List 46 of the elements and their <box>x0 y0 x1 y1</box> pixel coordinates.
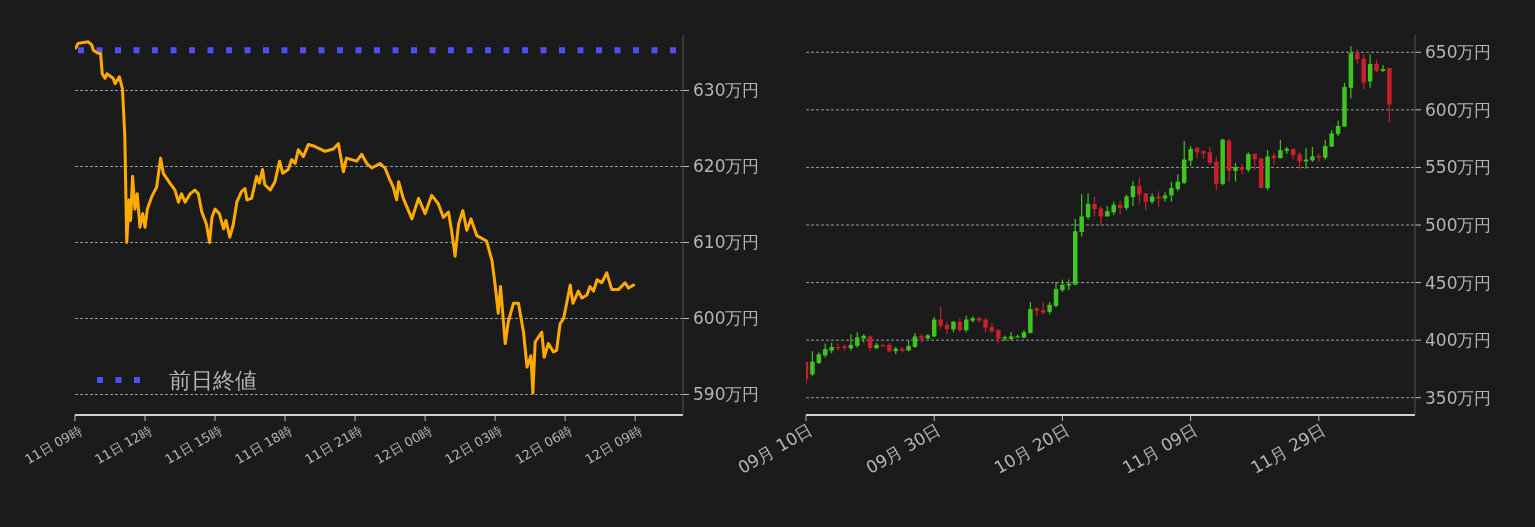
y-tick-label: 350万円 <box>1425 387 1492 408</box>
x-tick-label: 11日 09時 <box>22 422 85 468</box>
candlestick <box>1079 193 1084 238</box>
x-tick-label: 12日 03時 <box>442 422 505 468</box>
y-tick-label: 550万円 <box>1425 157 1492 178</box>
candlestick <box>1169 181 1174 203</box>
candlestick <box>1137 176 1142 205</box>
x-tick-label: 09月 30日 <box>862 419 945 478</box>
candlestick <box>1092 196 1097 218</box>
y-tick-label: 650万円 <box>1425 42 1492 63</box>
y-tick-label: 620万円 <box>693 156 760 177</box>
candlestick <box>938 306 943 330</box>
candlestick <box>1028 301 1033 335</box>
candlestick <box>1361 53 1366 91</box>
y-tick-label: 600万円 <box>1425 99 1492 120</box>
legend: 前日終値 <box>97 368 257 393</box>
x-tick-label: 12日 06時 <box>512 422 575 468</box>
x-tick-label: 11日 18時 <box>232 422 295 468</box>
candlestick <box>1323 139 1328 161</box>
x-tick-label: 11日 21時 <box>302 422 365 468</box>
x-tick-label: 12日 09時 <box>582 422 645 468</box>
y-tick-label: 400万円 <box>1425 330 1492 351</box>
candlestick <box>1053 281 1059 308</box>
y-tick-label: 590万円 <box>693 384 760 405</box>
x-tick-label: 11月 29日 <box>1247 419 1329 478</box>
x-tick-label: 11日 12時 <box>92 422 155 468</box>
candlestick <box>1188 145 1193 167</box>
candlestick <box>1233 162 1238 182</box>
x-tick-label: 10月 20日 <box>990 419 1073 478</box>
x-tick-label: 11日 15時 <box>162 422 225 468</box>
y-tick-label: 600万円 <box>693 308 760 329</box>
legend-label: 前日終値 <box>169 368 257 393</box>
candlestick <box>1239 163 1245 175</box>
candlestick <box>1162 191 1168 203</box>
x-tick-label: 12日 00時 <box>372 422 435 468</box>
x-tick-label: 11月 09日 <box>1119 419 1201 478</box>
y-tick-label: 630万円 <box>693 80 760 101</box>
candlestick <box>1214 155 1219 191</box>
x-tick-label: 09月 10日 <box>734 419 816 478</box>
y-tick-label: 450万円 <box>1425 272 1492 293</box>
candlestick <box>1246 151 1251 173</box>
y-tick-label: 500万円 <box>1425 215 1492 235</box>
candlestick <box>1008 331 1014 341</box>
candlestick <box>1380 64 1386 73</box>
y-tick-label: 610万円 <box>693 232 760 253</box>
candlestick <box>810 350 815 377</box>
